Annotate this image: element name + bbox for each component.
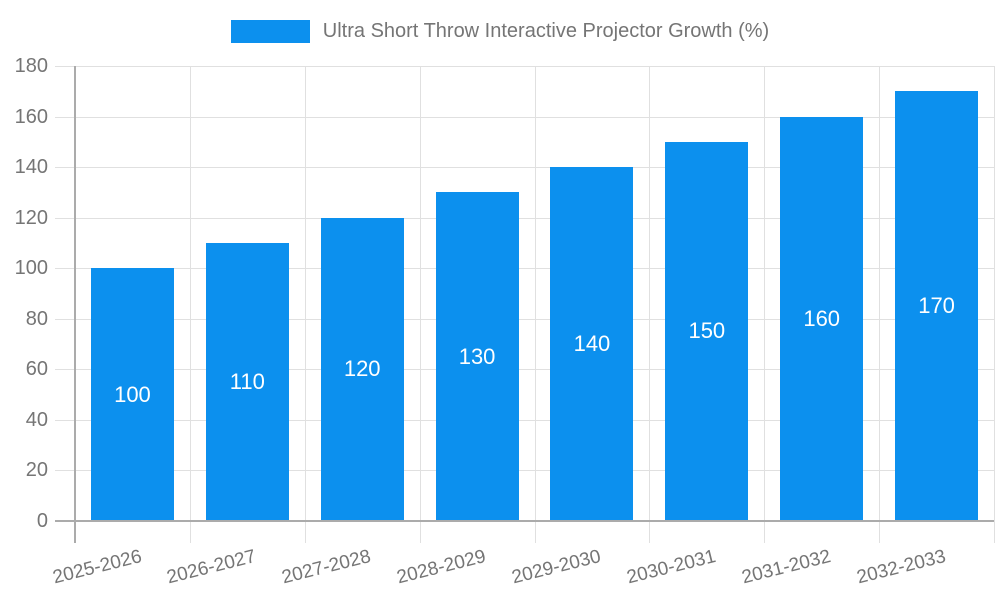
gridline-horizontal <box>55 66 994 67</box>
bar <box>550 167 634 521</box>
bar <box>780 116 864 521</box>
gridline-horizontal <box>55 419 994 421</box>
legend[interactable]: Ultra Short Throw Interactive Projector … <box>0 20 1000 43</box>
x-tick-label: 2031-2032 <box>739 546 833 589</box>
y-tick-label: 140 <box>14 156 48 179</box>
gridline-vertical <box>649 66 651 543</box>
gridline-vertical <box>879 66 881 543</box>
legend-label: Ultra Short Throw Interactive Projector … <box>322 20 770 42</box>
x-tick-label: 2026-2027 <box>165 546 259 589</box>
y-tick-label: 40 <box>25 408 48 431</box>
bar-value-label: 130 <box>458 343 496 369</box>
y-tick-label: 160 <box>14 105 48 128</box>
x-tick-label: 2029-2030 <box>509 546 604 589</box>
bar <box>895 91 979 521</box>
gridline-horizontal <box>55 318 994 320</box>
gridline-vertical <box>764 66 766 543</box>
y-tick-label: 0 <box>36 510 48 532</box>
gridline-vertical <box>189 66 191 543</box>
y-tick-label: 60 <box>25 358 48 381</box>
x-tick-label: 2025-2026 <box>50 546 144 589</box>
bar-value-label: 100 <box>114 381 151 407</box>
bar-value-label: 160 <box>803 305 841 331</box>
legend-swatch <box>230 20 310 43</box>
y-axis-line <box>74 66 76 543</box>
bar-value-label: 140 <box>573 331 611 357</box>
x-tick-label: 2028-2029 <box>394 546 489 589</box>
bar <box>320 217 404 521</box>
bar-value-label: 150 <box>688 318 726 344</box>
bar-value-label: 120 <box>343 356 381 382</box>
y-tick-label: 120 <box>14 206 48 229</box>
gridline-horizontal <box>55 268 994 270</box>
bar <box>665 141 749 521</box>
y-tick-label: 100 <box>14 257 48 280</box>
gridline-horizontal <box>55 167 994 169</box>
bar-value-label: 170 <box>918 293 955 319</box>
x-tick-label: 2032-2033 <box>854 546 948 589</box>
y-tick-label: 80 <box>25 307 48 330</box>
x-tick-label: 2027-2028 <box>280 546 374 589</box>
x-tick-label: 2030-2031 <box>624 546 718 589</box>
y-tick-label: 20 <box>25 459 48 482</box>
bar <box>90 268 174 521</box>
gridline-vertical <box>304 66 306 543</box>
gridline-horizontal <box>55 116 994 118</box>
gridline-vertical <box>994 66 995 543</box>
y-tick-label: 180 <box>14 55 48 77</box>
gridline-vertical <box>534 66 536 543</box>
gridline-horizontal <box>55 369 994 371</box>
x-axis-line <box>55 520 994 522</box>
bar-value-label: 110 <box>229 368 265 394</box>
bar <box>205 242 289 521</box>
gridline-horizontal <box>55 470 994 472</box>
bar <box>435 192 519 521</box>
gridline-horizontal <box>55 217 994 219</box>
gridline-vertical <box>419 66 421 543</box>
